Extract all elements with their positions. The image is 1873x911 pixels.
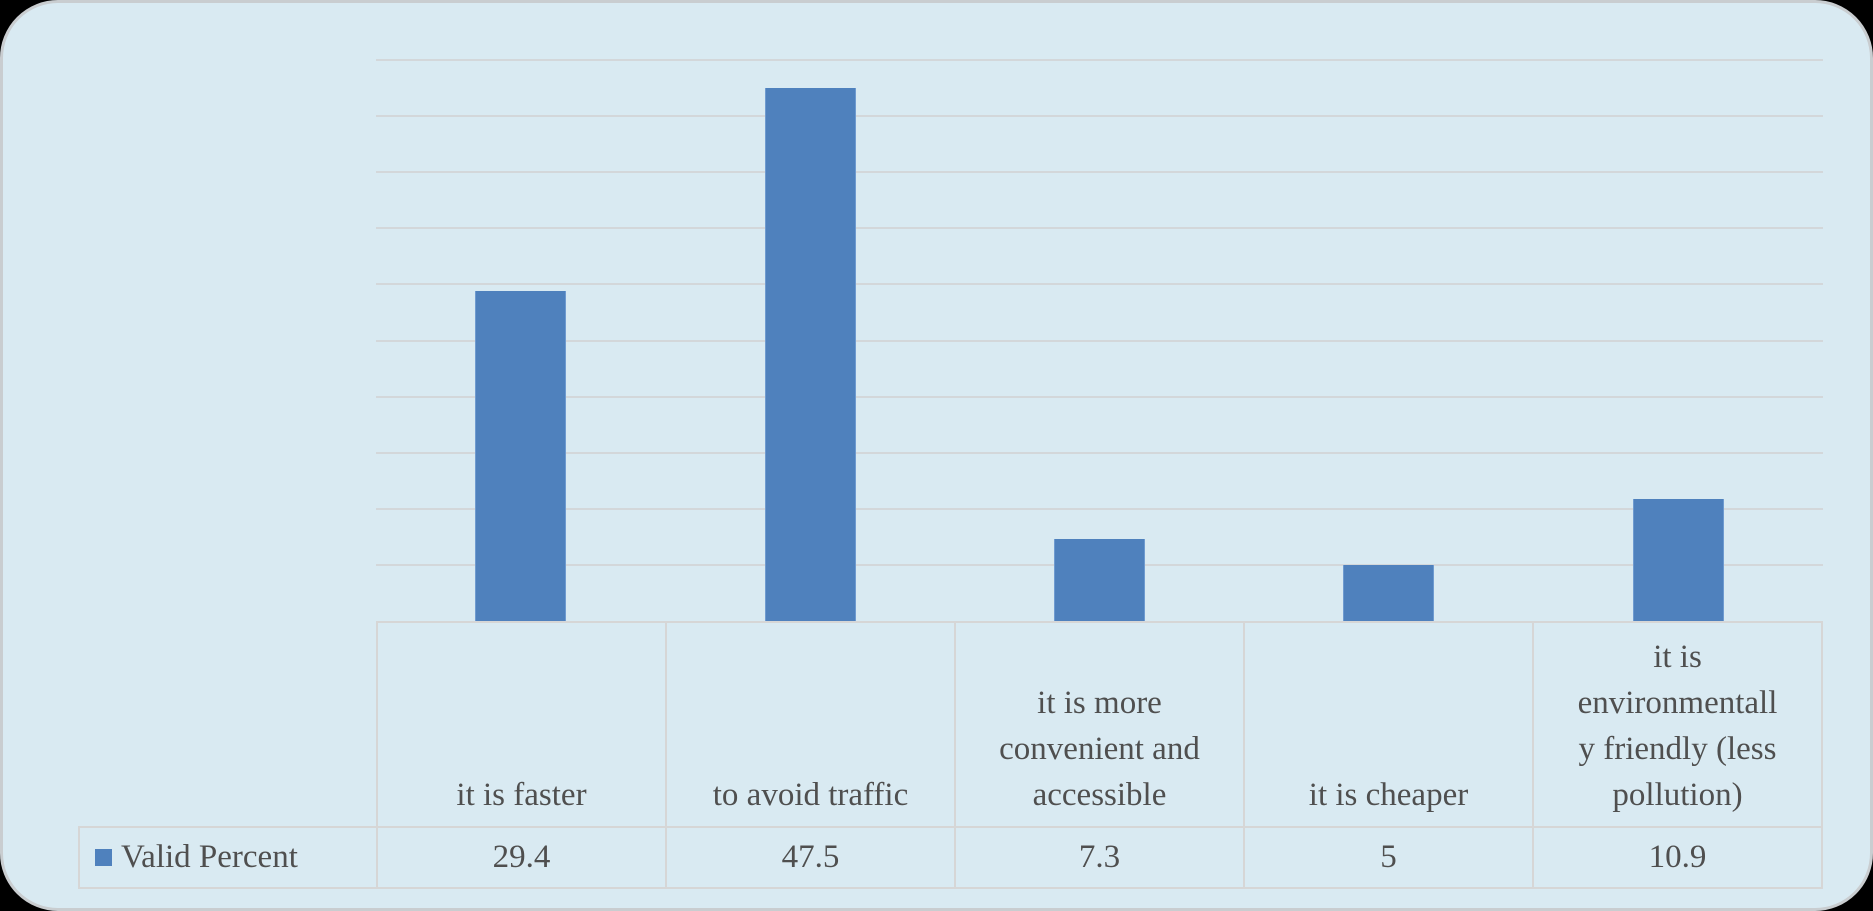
gridline [376, 339, 1823, 342]
value-cell-5: 10.9 [1532, 828, 1823, 887]
category-label-row: it is faster to avoid traffic it is more c… [376, 621, 1823, 826]
value-cell-2: 47.5 [665, 828, 954, 887]
value-cell-3: 7.3 [954, 828, 1243, 887]
value-cell-1: 29.4 [376, 828, 665, 887]
data-table-value-row: Valid Percent 29.4 47.5 7.3 5 10.9 [78, 826, 1823, 889]
bar-5 [1632, 498, 1724, 621]
bar-4 [1343, 564, 1435, 621]
legend-cell: Valid Percent [78, 828, 376, 887]
gridline [376, 115, 1823, 118]
legend-label: Valid Percent [121, 839, 298, 875]
bar-1 [475, 291, 567, 621]
bar-3 [1054, 539, 1145, 621]
category-cell-4: it is cheaper [1243, 623, 1532, 826]
gridline [376, 171, 1823, 174]
gridline [376, 283, 1823, 286]
value-cell-4: 5 [1243, 828, 1532, 887]
series-color-swatch-icon [95, 849, 112, 866]
category-cell-2: to avoid traffic [665, 623, 954, 826]
gridline [376, 227, 1823, 230]
category-cell-1: it is faster [376, 623, 665, 826]
plot-area [376, 59, 1823, 621]
bar-2 [764, 88, 856, 621]
category-cell-5: it is environmentall y friendly (less po… [1532, 623, 1823, 826]
gridline [376, 59, 1823, 61]
gridline [376, 451, 1823, 454]
category-cell-3: it is more convenient and accessible [954, 623, 1243, 826]
gridline [376, 507, 1823, 510]
gridline [376, 395, 1823, 398]
